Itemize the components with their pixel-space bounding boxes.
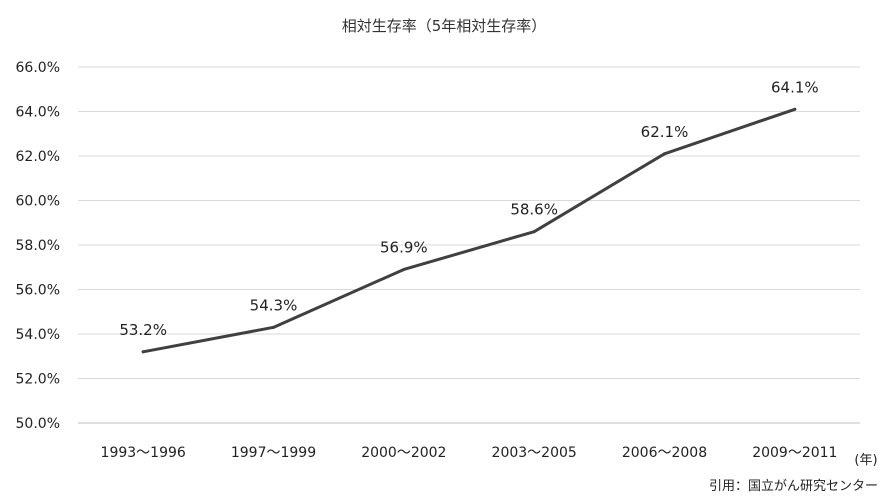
data-point: [532, 230, 536, 234]
y-tick-label: 64.0%: [16, 105, 60, 121]
x-tick-label: 1993〜1996: [101, 445, 186, 461]
x-tick-label: 2000〜2002: [361, 445, 446, 461]
x-tick-label: 1997〜1999: [231, 445, 316, 461]
data-label: 58.6%: [510, 201, 558, 219]
x-axis-unit: (年): [854, 453, 877, 468]
data-point: [663, 152, 666, 156]
data-point: [141, 350, 145, 354]
y-tick-label: 62.0%: [16, 149, 60, 165]
data-label: 53.2%: [119, 321, 167, 339]
data-labels: 53.2% 54.3% 56.9% 58.6% 62.1% 64.1%: [119, 78, 818, 339]
y-tick-label: 66.0%: [16, 60, 60, 76]
y-tick-label: 52.0%: [16, 372, 60, 388]
y-tick-label: 50.0%: [16, 416, 60, 432]
series-line: [141, 107, 797, 354]
source-citation: 引用：国立がん研究センター: [709, 479, 878, 494]
data-point: [793, 107, 797, 111]
y-tick-label: 58.0%: [16, 238, 60, 254]
y-tick-label: 54.0%: [16, 327, 60, 343]
gridlines: [78, 66, 860, 424]
data-label: 64.1%: [771, 78, 819, 96]
data-label: 54.3%: [250, 296, 298, 314]
x-axis-ticks: 1993〜1996 1997〜1999 2000〜2002 2003〜2005 2006…: [101, 445, 838, 461]
x-tick-label: 2003〜2005: [492, 445, 577, 461]
series-layer: [141, 107, 797, 354]
data-point: [272, 325, 275, 329]
data-point: [402, 267, 406, 271]
data-label: 56.9%: [380, 238, 428, 256]
y-tick-label: 56.0%: [16, 283, 60, 299]
y-axis-ticks: 50.0% 52.0% 54.0% 56.0% 58.0% 60.0% 62.0% 64.0%…: [16, 60, 60, 432]
y-tick-label: 60.0%: [16, 194, 60, 210]
x-tick-label: 2009〜2011: [752, 445, 837, 461]
x-tick-label: 2006〜2008: [622, 445, 707, 461]
chart-title: 相対生存率（5年相対生存率）: [342, 17, 547, 35]
data-label: 62.1%: [641, 123, 689, 141]
